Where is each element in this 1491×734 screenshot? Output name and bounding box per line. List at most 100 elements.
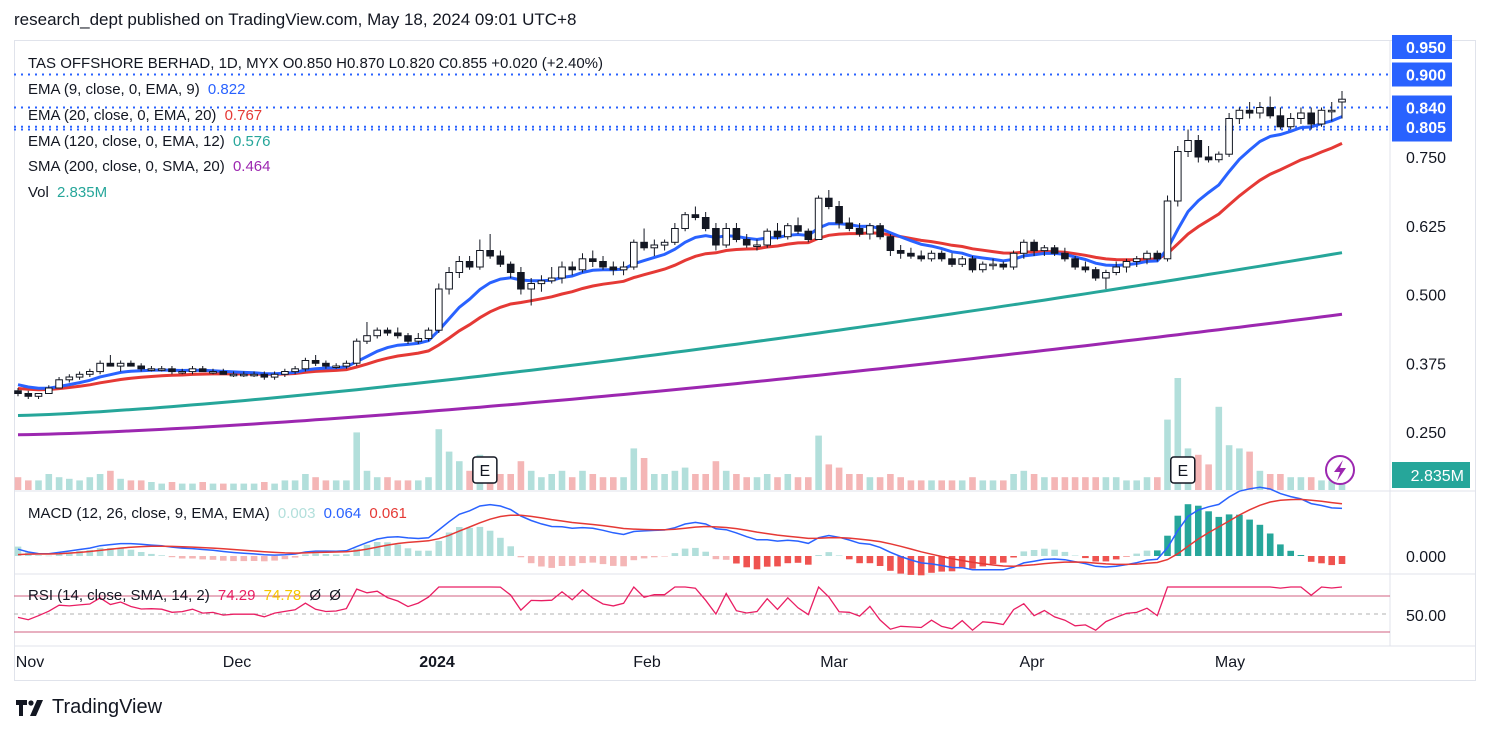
macd-hist-bar <box>507 546 514 556</box>
volume-bar <box>1287 477 1294 490</box>
macd-hist-bar <box>856 556 863 564</box>
macd-hist-bar <box>1041 548 1048 556</box>
volume-bar <box>1020 470 1028 490</box>
candle-body <box>219 371 228 375</box>
macd-hist-bar <box>117 548 124 556</box>
macd-hist-bar <box>763 556 771 567</box>
candle-body <box>229 373 238 377</box>
macd-hist-bar <box>661 556 668 557</box>
candle-body <box>24 393 33 397</box>
volume-bar <box>568 477 576 490</box>
macd-hist-bar <box>66 552 73 556</box>
volume-bar <box>148 482 155 490</box>
macd-hist-bar <box>938 556 945 572</box>
candle-body <box>291 368 299 373</box>
volume-bar <box>96 474 104 490</box>
candle-body <box>75 373 84 378</box>
candle-body <box>394 332 402 337</box>
candle-body <box>589 258 597 262</box>
candle-body <box>517 272 525 290</box>
candle-body <box>650 244 659 249</box>
macd-hist-bar <box>1205 511 1212 556</box>
macd-hist-bar <box>651 556 658 558</box>
candle-body <box>835 206 843 224</box>
legend-macd-macd: 0.064 <box>323 505 362 522</box>
macd-hist-bar <box>1071 555 1079 556</box>
legend-macd-label: MACD (12, 26, close, 9, EMA, EMA) <box>28 505 270 522</box>
macd-hist-bar <box>1112 556 1120 560</box>
volume-bar <box>517 461 525 490</box>
volume-bar <box>876 477 884 490</box>
volume-bar <box>1328 480 1335 490</box>
legend-rsi: RSI (14, close, SMA, 14, 2) 74.29 74.78 … <box>28 587 341 604</box>
macd-hist-bar <box>1051 549 1058 556</box>
price-label-0.900: 0.900 <box>1406 68 1446 85</box>
candle-body <box>455 261 464 273</box>
candle-body <box>1081 266 1090 271</box>
candle-body <box>1276 115 1285 128</box>
candle-body <box>701 217 710 229</box>
legend-volume-value: 2.835M <box>57 184 108 201</box>
volume-bar <box>558 470 566 490</box>
rsi-line <box>17 585 1343 632</box>
macd-hist-bar <box>343 554 350 556</box>
candle-body <box>1112 266 1121 273</box>
candle-body <box>1174 151 1182 202</box>
volume-label-box <box>1392 462 1470 488</box>
volume-bar <box>1195 454 1202 490</box>
price-label-box-0.950 <box>1392 35 1452 59</box>
time-label-Apr: Apr <box>1020 654 1046 671</box>
legend-ema20-value: 0.767 <box>224 107 263 124</box>
volume-bar <box>856 474 863 490</box>
volume-bar <box>1318 480 1325 490</box>
candle-body <box>476 250 484 268</box>
macd-hist-bar <box>209 556 217 560</box>
volume-bar <box>363 470 371 490</box>
candle-body <box>435 288 443 331</box>
macd-hist-bar <box>137 552 145 556</box>
macd-hist-bar <box>1061 551 1069 556</box>
legend-rsi-extra1: Ø <box>309 587 322 604</box>
volume-bar <box>579 470 586 490</box>
macd-hist-bar <box>302 554 309 556</box>
volume-bar <box>538 477 545 490</box>
candle-body <box>876 225 884 238</box>
volume-bar <box>1205 464 1212 490</box>
candle-body <box>825 197 833 207</box>
macd-hist-bar <box>127 549 135 556</box>
volume-bar <box>948 480 956 490</box>
volume-bar <box>589 474 597 490</box>
macd-hist-bar <box>14 546 22 556</box>
macd-hist-bar <box>384 542 391 556</box>
candle-body <box>999 263 1008 268</box>
volume-bar <box>394 480 402 490</box>
macd-hist-bar <box>1143 550 1151 556</box>
volume-bar <box>466 470 473 490</box>
macd-hist-bar <box>712 556 720 560</box>
macd-hist-bar <box>404 548 412 556</box>
macd-hist-bar <box>1102 556 1110 562</box>
candle-body <box>1286 118 1295 128</box>
volume-bar <box>979 480 987 490</box>
time-label-Dec: Dec <box>223 654 251 671</box>
volume-bar <box>445 451 453 490</box>
volume-bar <box>599 477 607 490</box>
volume-bar <box>261 482 268 490</box>
candle-body <box>465 261 474 268</box>
legend-rsi-extra2: Ø <box>329 587 341 604</box>
legend-volume: Vol 2.835M <box>28 184 107 201</box>
candle-body <box>917 255 926 260</box>
ema120-line <box>17 251 1343 417</box>
earnings-marker <box>1170 456 1196 484</box>
candle-body <box>404 335 412 342</box>
price-label-0.625: 0.625 <box>1406 219 1446 236</box>
volume-bar <box>681 467 689 490</box>
footer-brand: TradingView <box>52 696 163 718</box>
macd-hist-bar <box>671 553 679 556</box>
legend-ema20: EMA (20, close, 0, EMA, 20) 0.767 <box>28 107 262 124</box>
volume-bar <box>640 458 648 490</box>
candle-body <box>281 371 289 375</box>
macd-hist-bar <box>1236 514 1243 556</box>
macd-hist-bar <box>35 555 42 556</box>
